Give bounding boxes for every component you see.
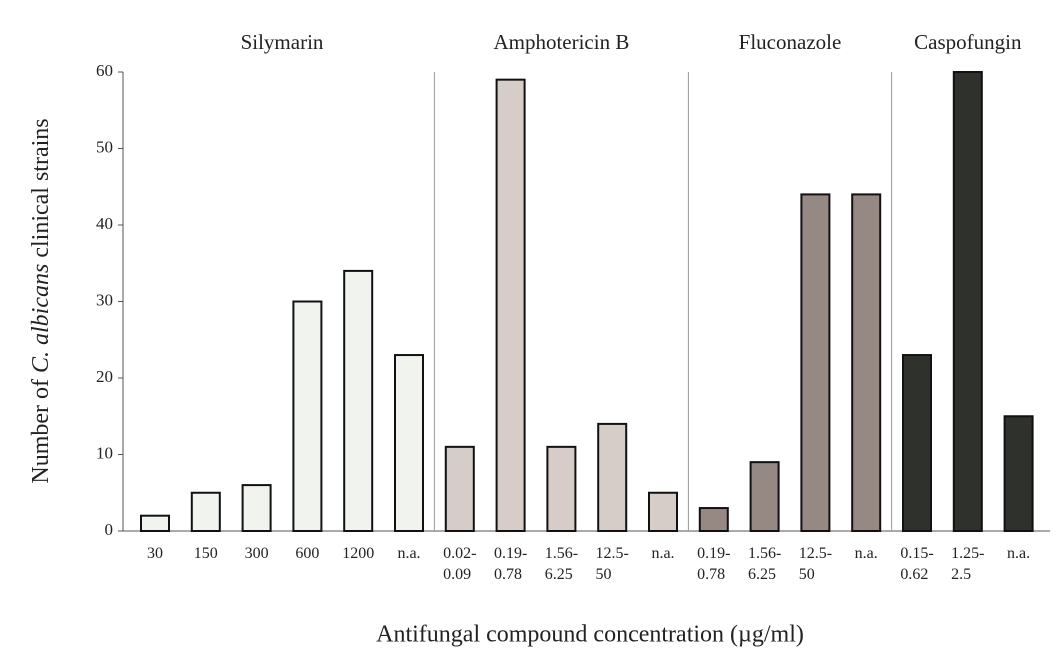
group-label: Silymarin bbox=[241, 30, 324, 54]
y-label-part: clinical strains bbox=[28, 118, 54, 257]
x-tick-label: 12.5- 50 bbox=[798, 545, 833, 583]
y-label-part: Number of bbox=[28, 379, 54, 484]
group-label: Fluconazole bbox=[739, 30, 842, 54]
bar bbox=[749, 461, 780, 532]
y-tick-label: 60 bbox=[96, 61, 113, 80]
y-tick-label: 30 bbox=[96, 290, 113, 309]
x-tick-label: 1.56- 6.25 bbox=[544, 545, 579, 583]
x-tick-label: 30 bbox=[147, 545, 163, 562]
bar bbox=[1003, 415, 1034, 532]
bar bbox=[698, 507, 729, 532]
bar bbox=[343, 269, 374, 532]
group-label: Amphotericin B bbox=[493, 30, 629, 54]
bar bbox=[902, 354, 932, 532]
bar bbox=[800, 193, 831, 532]
bar bbox=[648, 491, 678, 532]
x-tick-label: 300 bbox=[244, 545, 269, 562]
x-tick-label: n.a. bbox=[1007, 545, 1031, 562]
y-tick-label: 10 bbox=[96, 443, 113, 462]
bar bbox=[444, 445, 475, 533]
group-label: Caspofungin bbox=[914, 30, 1022, 54]
x-tick-label: 600 bbox=[295, 545, 320, 562]
x-axis-label: Antifungal compound concentration (µg/ml… bbox=[376, 622, 804, 648]
x-tick-label: 1200 bbox=[342, 545, 375, 562]
bar bbox=[851, 193, 882, 532]
bar bbox=[292, 300, 323, 532]
y-tick-label: 40 bbox=[96, 214, 113, 233]
y-tick-label: 50 bbox=[96, 137, 113, 156]
y-axis-label: Number of C. albicans clinical strains bbox=[28, 118, 54, 483]
x-tick-label: 1.56- 6.25 bbox=[747, 545, 782, 583]
bar bbox=[495, 78, 526, 533]
bar bbox=[241, 484, 272, 533]
x-tick-label: n.a. bbox=[397, 545, 421, 562]
bar bbox=[394, 354, 424, 532]
bar bbox=[597, 422, 628, 532]
bar bbox=[190, 491, 221, 532]
x-tick-label: 0.19- 0.78 bbox=[697, 545, 731, 583]
x-tick-label: 0.02- 0.09 bbox=[443, 545, 477, 583]
bar bbox=[952, 71, 983, 532]
x-tick-label: n.a. bbox=[651, 545, 675, 562]
x-tick-label: 1.25- 2.5 bbox=[951, 545, 985, 583]
x-tick-label: n.a. bbox=[854, 545, 878, 562]
y-label-part: C. albicans bbox=[28, 264, 54, 373]
bar bbox=[140, 514, 170, 533]
x-tick-label: 150 bbox=[193, 545, 218, 562]
bar bbox=[546, 445, 577, 533]
x-tick-label: 0.19- 0.78 bbox=[493, 545, 528, 583]
y-tick-label: 0 bbox=[105, 520, 114, 539]
x-tick-label: 0.15- 0.62 bbox=[900, 545, 934, 583]
y-tick-label: 20 bbox=[96, 367, 113, 386]
x-tick-label: 12.5- 50 bbox=[595, 545, 629, 583]
